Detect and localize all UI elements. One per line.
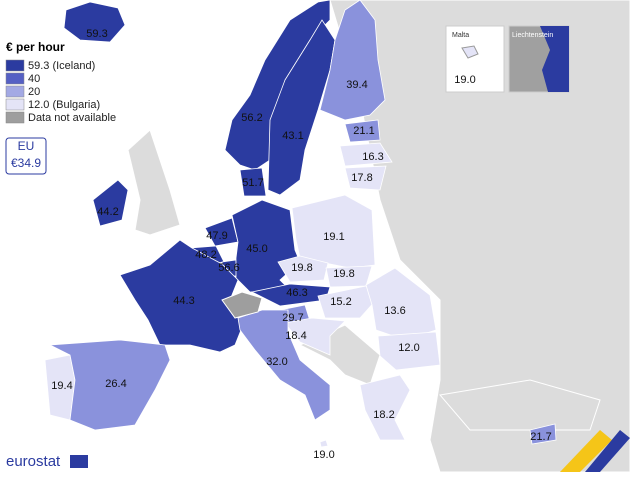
legend-label: 12.0 (Bulgaria): [28, 99, 100, 111]
region: [319, 0, 386, 121]
legend-swatch: [5, 98, 25, 111]
legend-label: 20: [28, 86, 40, 98]
region-label: 17.8: [351, 172, 372, 184]
region: [529, 423, 557, 445]
inset-neighbour: [540, 26, 569, 92]
region-label: 21.1: [353, 125, 374, 137]
region-label: 19.8: [291, 262, 312, 274]
region: [277, 255, 329, 283]
region-label: 39.4: [346, 79, 367, 91]
legend-label: Data not available: [28, 112, 116, 124]
legend-label: 40: [28, 73, 40, 85]
region-label: 44.3: [173, 295, 194, 307]
region-label: 26.4: [105, 378, 126, 390]
legend-title: € per hour: [6, 40, 65, 54]
eu-value: €34.9: [11, 156, 41, 170]
legend-swatch: [5, 59, 25, 72]
eu-box: [5, 137, 47, 175]
region-label: 44.2: [97, 206, 118, 218]
legend-label: 59.3 (Iceland): [28, 60, 95, 72]
region-label: 29.7: [282, 312, 303, 324]
region-label: 59.3: [86, 28, 107, 40]
regions: [44, 0, 557, 448]
region-label: 16.3: [362, 151, 383, 163]
region-label: 19.0: [454, 74, 475, 86]
region: [344, 119, 381, 143]
labels: 59.3 56.2 43.1 39.4 21.1 16.3 17.8 51.7 44.2 47.9…: [51, 28, 551, 461]
eu-flag: [70, 455, 88, 468]
region-label: 45.0: [246, 243, 267, 255]
region: [377, 331, 441, 371]
malta-inset: [445, 25, 505, 93]
region: [48, 339, 171, 431]
logo-stripe: [560, 430, 612, 472]
legend-swatch: [5, 72, 25, 85]
region-label: 12.0: [398, 342, 419, 354]
region-label: 56.6: [218, 262, 239, 274]
region: [317, 285, 377, 319]
region-label: 18.4: [285, 330, 306, 342]
region: [359, 374, 411, 441]
region: [250, 283, 331, 307]
region-label: 19.1: [323, 231, 344, 243]
legend-swatch: [5, 85, 25, 98]
brand: eurostat: [6, 453, 61, 470]
region-label: 19.4: [51, 380, 72, 392]
region-label: 32.0: [266, 356, 287, 368]
region-label: 18.2: [373, 409, 394, 421]
region-label: 19.8: [333, 268, 354, 280]
region: [224, 0, 331, 171]
logo-stripe: [585, 430, 630, 472]
non-eu-land: [439, 379, 601, 431]
region: [319, 439, 329, 448]
region-label: 13.6: [384, 305, 405, 317]
inset-title: Liechtenstein: [512, 32, 553, 39]
eu-name: EU: [18, 139, 35, 153]
region-label: 43.1: [282, 130, 303, 142]
inset-title: Malta: [452, 32, 469, 39]
region: [63, 1, 126, 43]
region-label: 48.2: [195, 249, 216, 261]
region-label: 19.0: [313, 449, 334, 461]
malta-shape: [461, 45, 479, 59]
region: [239, 167, 267, 197]
region: [92, 179, 129, 227]
region-label: 15.2: [330, 296, 351, 308]
region-label: 56.2: [241, 112, 262, 124]
region: [284, 317, 346, 356]
region-label: 46.3: [286, 287, 307, 299]
region: [237, 309, 331, 421]
region-label: 21.7: [530, 431, 551, 443]
legend-swatch: [5, 111, 25, 124]
non-eu-land: [127, 129, 181, 236]
region-unavailable: [221, 291, 263, 319]
region-label: 51.7: [242, 177, 263, 189]
region-label: 47.9: [206, 230, 227, 242]
region: [339, 142, 393, 167]
region: [344, 165, 387, 191]
